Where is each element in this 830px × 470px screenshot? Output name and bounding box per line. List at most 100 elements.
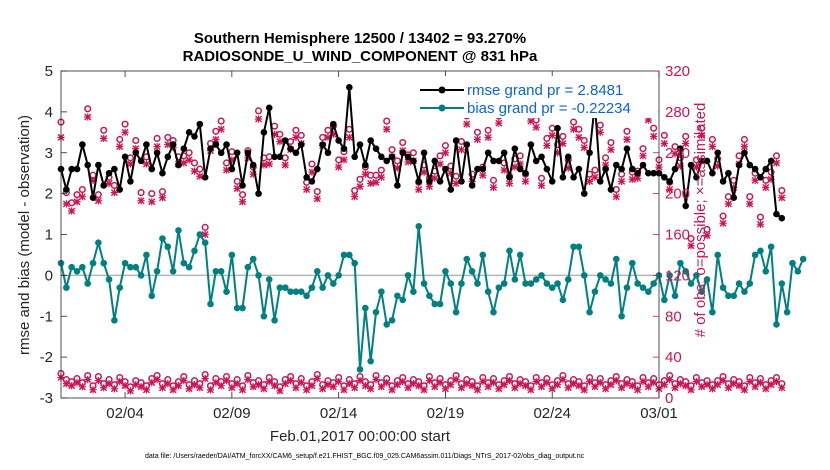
obs-assimilated-marker [500, 166, 508, 174]
obs-assimilated-marker [308, 168, 316, 176]
obs-assimilated-marker [772, 378, 781, 386]
bias-point [607, 280, 615, 287]
rmse-point [495, 157, 503, 165]
rmse-point [180, 145, 188, 152]
rmse-point [340, 145, 348, 152]
rmse-point [415, 178, 423, 185]
rmse-point [447, 186, 455, 193]
obs-assimilated-marker [596, 379, 604, 387]
rmse-point [735, 161, 743, 169]
bias-point [346, 251, 353, 259]
obs-assimilated-marker [666, 376, 674, 384]
rmse-point [185, 129, 193, 136]
obs-possible-marker [116, 135, 124, 144]
obs-assimilated-marker [292, 133, 300, 142]
rmse-point [452, 137, 460, 144]
rmse-point [490, 157, 497, 165]
bias-point [591, 288, 599, 296]
obs-assimilated-marker [489, 379, 498, 387]
bias-point [682, 267, 689, 275]
rmse-point [111, 165, 118, 173]
rmse-point [548, 178, 556, 185]
obs-assimilated-marker [650, 132, 658, 140]
obs-assimilated-marker [190, 167, 199, 175]
rmse-point [367, 137, 374, 144]
obs-assimilated-marker [532, 378, 540, 386]
obs-assimilated-marker [238, 198, 247, 206]
y-axis-label-left: rmse and bias (model - observation) [16, 115, 33, 355]
obs-assimilated-marker [692, 378, 700, 386]
obs-possible-marker [356, 175, 364, 183]
obs-assimilated-marker [703, 381, 711, 389]
obs-assimilated-marker [303, 185, 311, 194]
rmse-point [196, 120, 204, 128]
bias-point [778, 280, 786, 287]
rmse-point [580, 190, 588, 197]
bias-point [762, 267, 770, 275]
bias-point [639, 284, 647, 291]
rmse-point [564, 153, 572, 161]
rmse-point [137, 157, 145, 165]
rmse-point [500, 149, 508, 157]
rmse-point [751, 165, 759, 173]
x-tick-label: 02/04 [106, 405, 144, 422]
y-right-tick-label: 80 [665, 308, 682, 325]
obs-assimilated-marker [126, 387, 135, 395]
bias-point [543, 280, 551, 287]
rmse-point [618, 165, 625, 173]
obs-assimilated-marker [62, 200, 70, 208]
rmse-point [741, 149, 748, 157]
y-right-tick-label: 240 [665, 145, 690, 162]
obs-assimilated-marker [388, 386, 396, 394]
rmse-point [362, 161, 369, 169]
bias-point [442, 267, 449, 275]
obs-assimilated-marker [495, 119, 503, 127]
obs-assimilated-marker [206, 386, 215, 394]
legend-bias-marker [438, 104, 446, 112]
obs-assimilated-marker [276, 387, 284, 395]
obs-assimilated-marker [153, 376, 161, 384]
obs-assimilated-marker [489, 183, 498, 192]
obs-assimilated-marker [756, 379, 765, 387]
obs-assimilated-marker [703, 231, 711, 240]
obs-assimilated-marker [468, 382, 476, 390]
obs-assimilated-marker [260, 385, 268, 393]
obs-assimilated-marker [634, 386, 642, 394]
bias-point [255, 272, 262, 279]
bias-point [335, 272, 342, 279]
bias-point [698, 288, 706, 296]
bias-point [575, 243, 583, 251]
bias-point [297, 288, 305, 296]
obs-assimilated-marker [698, 131, 706, 139]
obs-assimilated-marker [78, 193, 86, 201]
rmse-point [575, 165, 583, 173]
rmse-point [89, 194, 97, 202]
y-right-tick-label: 320 [665, 63, 690, 80]
rmse-point [538, 153, 545, 161]
obs-possible-marker [78, 185, 86, 194]
obs-assimilated-marker [431, 174, 439, 182]
bias-point [586, 308, 593, 316]
bias-point [388, 317, 396, 324]
bias-point [458, 280, 465, 287]
rmse-point [73, 165, 81, 173]
rmse-point [719, 178, 727, 185]
bias-point [319, 284, 326, 291]
bias-point [436, 300, 444, 308]
obs-assimilated-marker [110, 385, 118, 393]
rmse-point [265, 104, 273, 112]
obs-assimilated-marker [84, 113, 92, 121]
obs-possible-marker [185, 149, 193, 157]
rmse-point [511, 145, 519, 152]
y-left-tick-label: 1 [45, 227, 53, 244]
bias-point [447, 280, 455, 287]
obs-assimilated-marker [521, 177, 530, 185]
rmse-point [682, 202, 689, 210]
obs-assimilated-marker [628, 175, 636, 183]
y-left-tick-label: -3 [40, 390, 53, 407]
bias-point [532, 276, 540, 283]
legend-rmse-label: rmse grand pr = 2.8481 [467, 82, 623, 99]
obs-assimilated-marker [137, 383, 145, 391]
obs-assimilated-marker [68, 382, 76, 390]
obs-assimilated-marker [100, 134, 108, 143]
